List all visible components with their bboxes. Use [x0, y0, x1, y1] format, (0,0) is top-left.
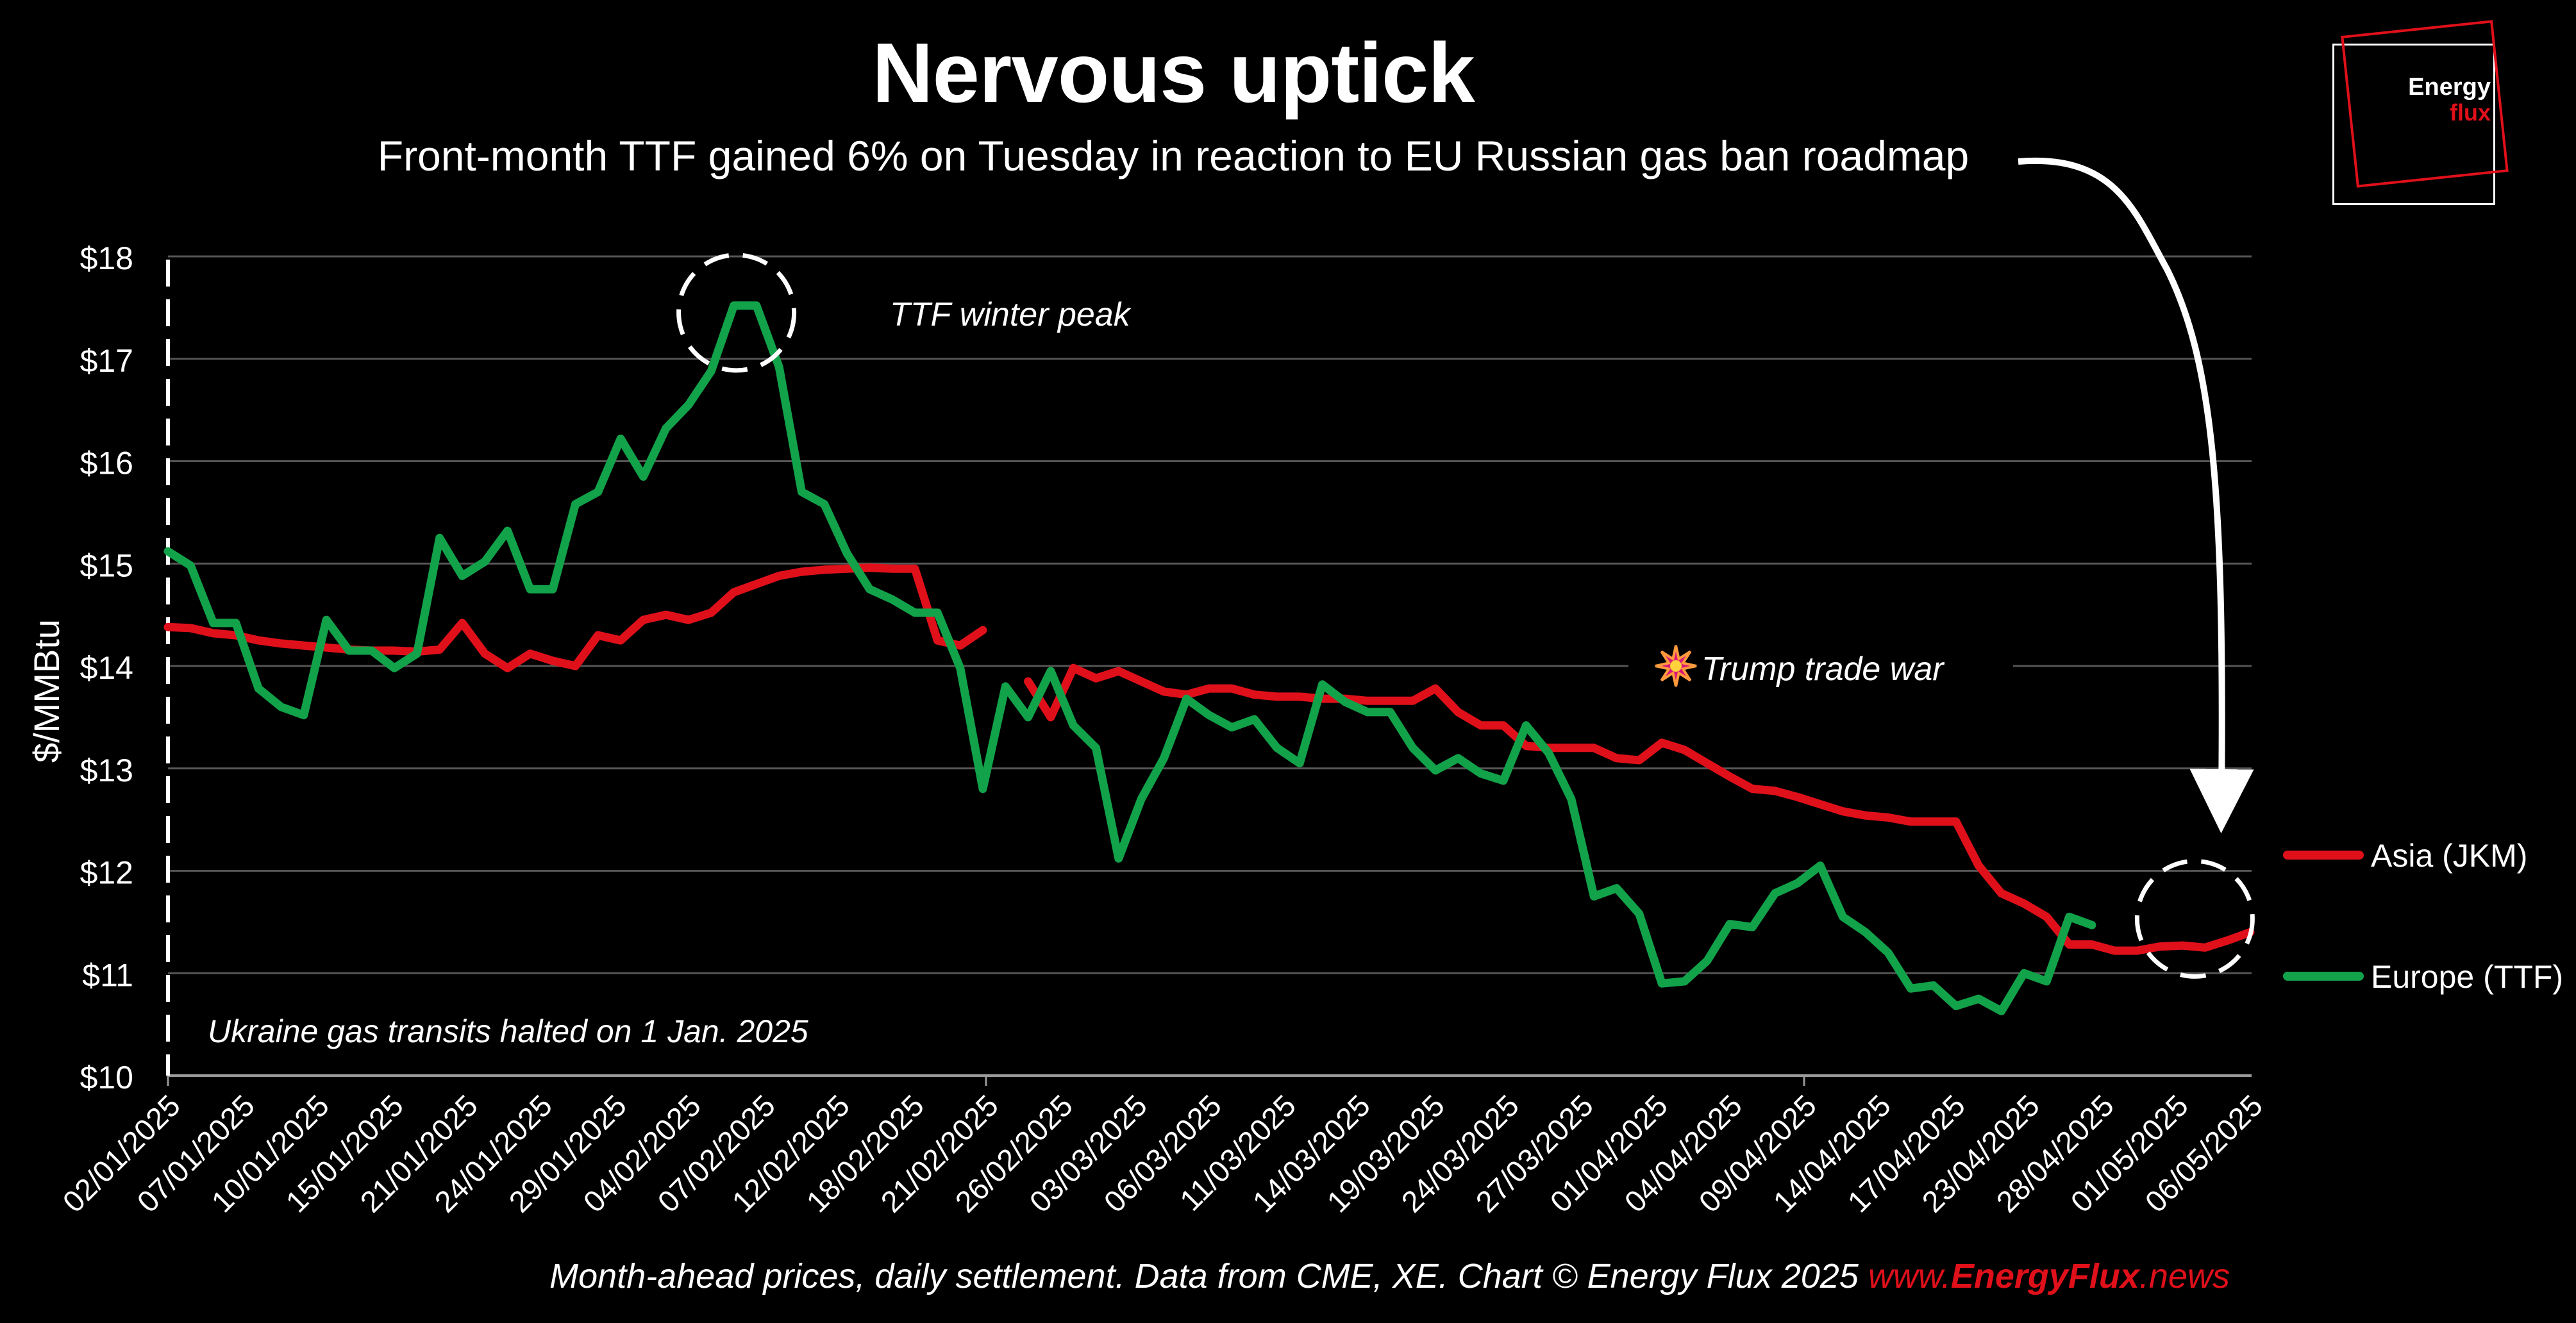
callout-arrow: [2018, 157, 2254, 833]
legend-label-europe-ttf: Europe (TTF): [2371, 959, 2563, 995]
y-tick-label: $10: [80, 1060, 133, 1095]
chart-footer: Month-ahead prices, daily settlement. Da…: [549, 1256, 2230, 1296]
annotation-ukraine-transits: Ukraine gas transits halted on 1 Jan. 20…: [208, 1013, 808, 1049]
series-lines: [163, 301, 2255, 1015]
y-tick-label: $12: [80, 855, 133, 891]
legend-label-asia-jkm: Asia (JKM): [2371, 838, 2527, 874]
series-line-asia-jkm: [163, 563, 2255, 955]
logo-word-energy: Energy: [2408, 74, 2491, 101]
y-tick-label: $17: [80, 343, 133, 379]
legend: Asia (JKM) Europe (TTF): [2283, 838, 2563, 995]
y-axis-ticks: $10 $11 $12 $13 $14 $15 $16 $17 $18: [80, 240, 133, 1095]
annotation-trump-trade-war: Trump trade war: [1702, 651, 1945, 688]
y-tick-label: $18: [80, 240, 133, 276]
footer-url-suffix: .news: [2139, 1257, 2230, 1295]
y-tick-label: $13: [80, 753, 133, 788]
winter-peak-circle: [676, 253, 797, 373]
chart-subtitle: Front-month TTF gained 6% on Tuesday in …: [377, 132, 1970, 179]
y-axis-label: $/MMBtu: [26, 619, 67, 763]
energy-flux-logo: Energy flux: [2332, 20, 2509, 205]
logo-word-flux: flux: [2449, 99, 2491, 126]
latest-uptick-circle: [2134, 858, 2255, 979]
y-tick-label: $11: [82, 957, 133, 993]
annotation-ttf-winter-peak: TTF winter peak: [890, 296, 1132, 333]
x-axis-ticks: 02/01/202507/01/202510/01/202515/01/2025…: [56, 1076, 2269, 1219]
y-tick-label: $14: [80, 650, 133, 686]
footer-url[interactable]: www.EnergyFlux.news: [1868, 1257, 2230, 1295]
footer-note: Month-ahead prices, daily settlement. Da…: [549, 1257, 1868, 1295]
footer-url-brand: EnergyFlux: [1950, 1257, 2139, 1295]
chart-title: Nervous uptick: [872, 26, 1475, 120]
footer-url-prefix: www.: [1868, 1257, 1951, 1295]
series-line-europe-ttf: [163, 301, 2096, 1015]
explosion-icon: [1655, 645, 1697, 687]
y-tick-label: $15: [80, 547, 133, 583]
annotations: TTF winter peak Trump trade war Ukraine ga…: [208, 157, 2255, 1049]
y-tick-label: $16: [80, 445, 133, 481]
